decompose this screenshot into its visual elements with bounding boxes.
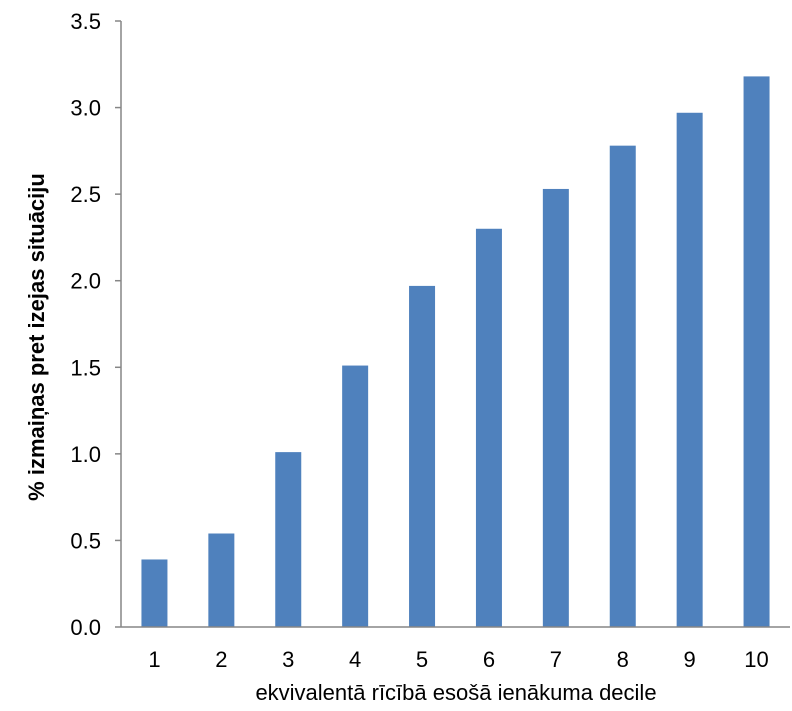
x-tick-label: 6 xyxy=(483,647,495,672)
x-tick-label: 7 xyxy=(550,647,562,672)
bar-decile-2 xyxy=(208,533,235,627)
x-ticks-group: 1 2 3 4 5 6 7 8 9 10 xyxy=(148,647,768,672)
y-tick-label: 1.0 xyxy=(70,442,101,467)
y-tick-label: 2.5 xyxy=(70,182,101,207)
x-tick-label: 5 xyxy=(416,647,428,672)
y-tick-label: 2.0 xyxy=(70,269,101,294)
bars-group xyxy=(141,76,770,628)
x-tick-label: 8 xyxy=(617,647,629,672)
bar-decile-4 xyxy=(342,365,369,627)
y-tick-label: 0.0 xyxy=(70,615,101,640)
bar-decile-3 xyxy=(275,452,302,627)
y-ticks-group: 0.0 0.5 1.0 1.5 2.0 2.5 3.0 3.5 xyxy=(70,9,121,640)
bar-decile-6 xyxy=(475,228,502,627)
x-axis-title: ekvivalentā rīcībā esošā ienākuma decile xyxy=(255,680,656,705)
bar-decile-1 xyxy=(141,559,168,627)
y-tick-label: 3.0 xyxy=(70,96,101,121)
bar-decile-9 xyxy=(676,112,703,627)
y-tick-label: 0.5 xyxy=(70,528,101,553)
x-tick-label: 2 xyxy=(215,647,227,672)
bar-decile-5 xyxy=(409,285,436,627)
bar-decile-7 xyxy=(542,188,569,627)
y-tick-label: 3.5 xyxy=(70,9,101,34)
x-tick-label: 3 xyxy=(282,647,294,672)
bar-decile-10 xyxy=(743,76,770,628)
bar-decile-8 xyxy=(609,145,636,628)
x-tick-label: 4 xyxy=(349,647,361,672)
y-axis-title: % izmaiņas pret izejas situāciju xyxy=(24,173,49,501)
x-tick-label: 9 xyxy=(684,647,696,672)
x-tick-label: 1 xyxy=(148,647,160,672)
x-tick-label: 10 xyxy=(744,647,768,672)
y-tick-label: 1.5 xyxy=(70,355,101,380)
